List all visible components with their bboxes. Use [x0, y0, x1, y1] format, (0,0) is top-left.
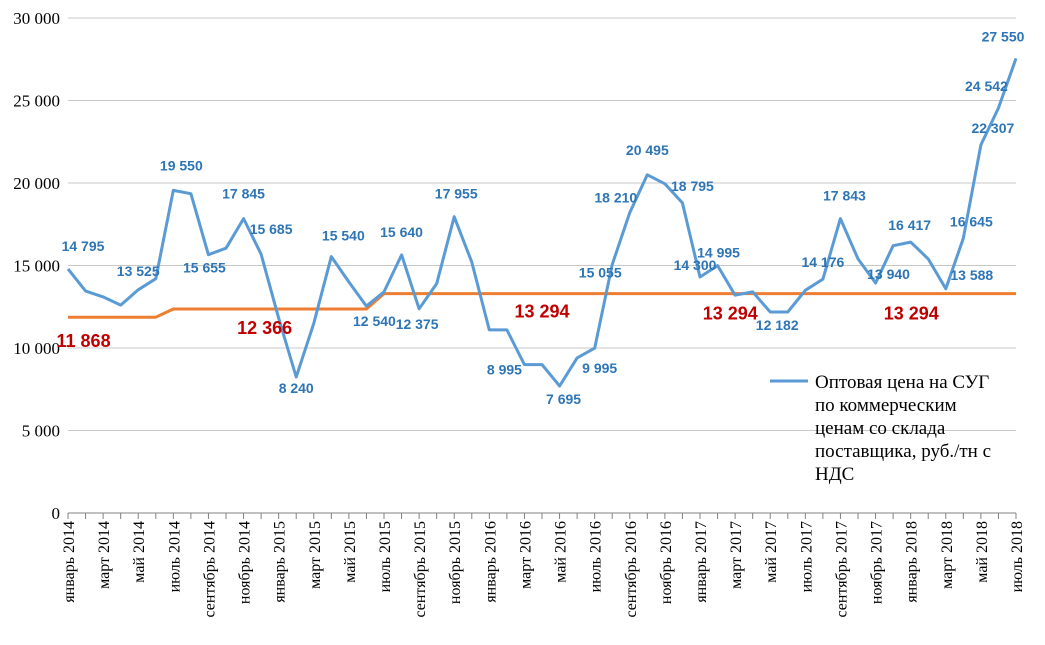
y-tick-label: 15 000: [13, 257, 60, 276]
wholesale-price-data-label: 16 645: [950, 213, 993, 229]
wholesale-price-data-label: 12 375: [396, 316, 439, 332]
wholesale-price-data-label: 15 685: [250, 221, 293, 237]
wholesale-price-data-label: 14 176: [801, 254, 844, 270]
x-tick-label: январь 2017: [693, 521, 710, 603]
legend-label-line: по коммерческим: [815, 395, 957, 416]
wholesale-price-data-label: 13 940: [867, 266, 910, 282]
wholesale-price-data-label: 20 495: [626, 142, 669, 158]
x-tick-label: сентябрь 2016: [623, 521, 640, 618]
x-tick-label: январь 2018: [904, 521, 921, 603]
wholesale-price-data-label: 14 795: [62, 238, 105, 254]
y-tick-label: 30 000: [13, 9, 60, 28]
wholesale-price-data-label: 8 240: [279, 380, 314, 396]
reference-price-data-label: 13 294: [884, 304, 939, 324]
y-tick-label: 0: [52, 504, 61, 523]
wholesale-price-data-label: 18 795: [671, 178, 714, 194]
x-tick-label: январь 2016: [482, 521, 499, 603]
legend: Оптовая цена на СУГ по коммерческим ценам …: [770, 372, 991, 485]
x-tick-label: июль 2015: [377, 521, 394, 592]
wholesale-price-data-label: 13 588: [950, 267, 993, 283]
wholesale-price-data-label: 15 640: [380, 224, 423, 240]
reference-price-data-label: 13 294: [514, 302, 569, 322]
wholesale-price-data-label: 16 417: [888, 217, 931, 233]
x-tick-label: март 2018: [939, 521, 956, 589]
x-tick-label: июль 2014: [166, 521, 183, 592]
x-tick-label: январь 2015: [272, 521, 289, 603]
x-tick-label: ноябрь 2017: [869, 521, 886, 604]
wholesale-price-line: [66, 57, 1018, 388]
x-tick-label: сентябрь 2015: [412, 521, 429, 618]
legend-label-line: поставщика, руб./тн с: [815, 441, 991, 462]
legend-label: Оптовая цена на СУГ по коммерческим ценам …: [815, 372, 991, 485]
x-tick-label: май 2018: [974, 521, 991, 583]
wholesale-price-data-label: 12 182: [756, 317, 799, 333]
wholesale-price-data-label: 27 550: [982, 28, 1025, 44]
legend-label-line: Оптовая цена на СУГ: [815, 372, 989, 393]
x-tick-label: июль 2016: [588, 521, 605, 592]
x-tick-label: март 2014: [96, 521, 113, 589]
x-tick-label: январь 2014: [61, 521, 78, 603]
series-lines: [66, 57, 1018, 388]
wholesale-price-data-label: 19 550: [160, 157, 203, 173]
reference-price-data-label: 13 294: [703, 304, 758, 324]
wholesale-price-data-label: 17 955: [435, 186, 478, 202]
wholesale-price-data-label: 13 525: [117, 263, 160, 279]
x-tick-label: май 2014: [131, 521, 148, 583]
y-tick-label: 20 000: [13, 174, 60, 193]
wholesale-price-data-label: 18 210: [594, 190, 637, 206]
wholesale-price-data-label: 14 995: [697, 245, 740, 261]
x-tick-label: март 2016: [517, 521, 534, 589]
wholesale-price-data-label: 12 540: [353, 313, 396, 329]
x-tick-label: март 2017: [728, 521, 745, 589]
y-tick-label: 25 000: [13, 92, 60, 111]
wholesale-price-data-label: 8 995: [487, 362, 522, 378]
wholesale-price-data-label: 9 995: [582, 360, 617, 376]
wholesale-price-data-label: 22 307: [971, 120, 1014, 136]
x-tick-label: июль 2018: [1009, 521, 1026, 592]
data-labels: 14 795 13 525 19 550 15 655 17 845 15 685 8 24…: [57, 28, 1025, 407]
x-tick-label: ноябрь 2015: [447, 521, 464, 604]
x-tick-label: сентябрь 2014: [201, 521, 218, 618]
x-tick-label: май 2017: [763, 521, 780, 583]
wholesale-price-data-label: 15 655: [183, 260, 226, 276]
wholesale-price-data-label: 24 542: [965, 78, 1008, 94]
y-tick-label: 5 000: [22, 422, 60, 441]
x-tick-label: ноябрь 2016: [658, 521, 675, 604]
wholesale-price-data-label: 7 695: [546, 391, 581, 407]
wholesale-price-data-label: 17 843: [823, 188, 866, 204]
gridlines: [68, 17, 1016, 431]
x-tick-label: сентябрь 2017: [833, 521, 850, 618]
reference-price-data-label: 12 366: [237, 318, 292, 338]
legend-label-line: НДС: [815, 464, 854, 485]
wholesale-price-data-label: 14 300: [674, 257, 717, 273]
x-tick-label: март 2015: [307, 521, 324, 589]
wholesale-price-data-label: 15 540: [322, 228, 365, 244]
x-tick-label: май 2015: [342, 521, 359, 583]
x-tick-label: май 2016: [553, 521, 570, 583]
reference-price-data-label: 11 868: [57, 331, 111, 351]
x-tick-label: ноябрь 2014: [237, 521, 254, 604]
x-tick-label: июль 2017: [798, 521, 815, 592]
wholesale-price-data-label: 17 845: [222, 186, 265, 202]
legend-label-line: ценам со склада: [815, 418, 946, 439]
x-axis: январь 2014 март 2014 май 2014 июль 2014 сен…: [61, 512, 1026, 618]
reference-price-line: [68, 292, 1016, 319]
y-axis: 0 5 000 10 000 15 000 20 000 25 000 30 000: [13, 9, 60, 523]
wholesale-price-data-label: 15 055: [579, 265, 622, 281]
y-tick-label: 10 000: [13, 339, 60, 358]
